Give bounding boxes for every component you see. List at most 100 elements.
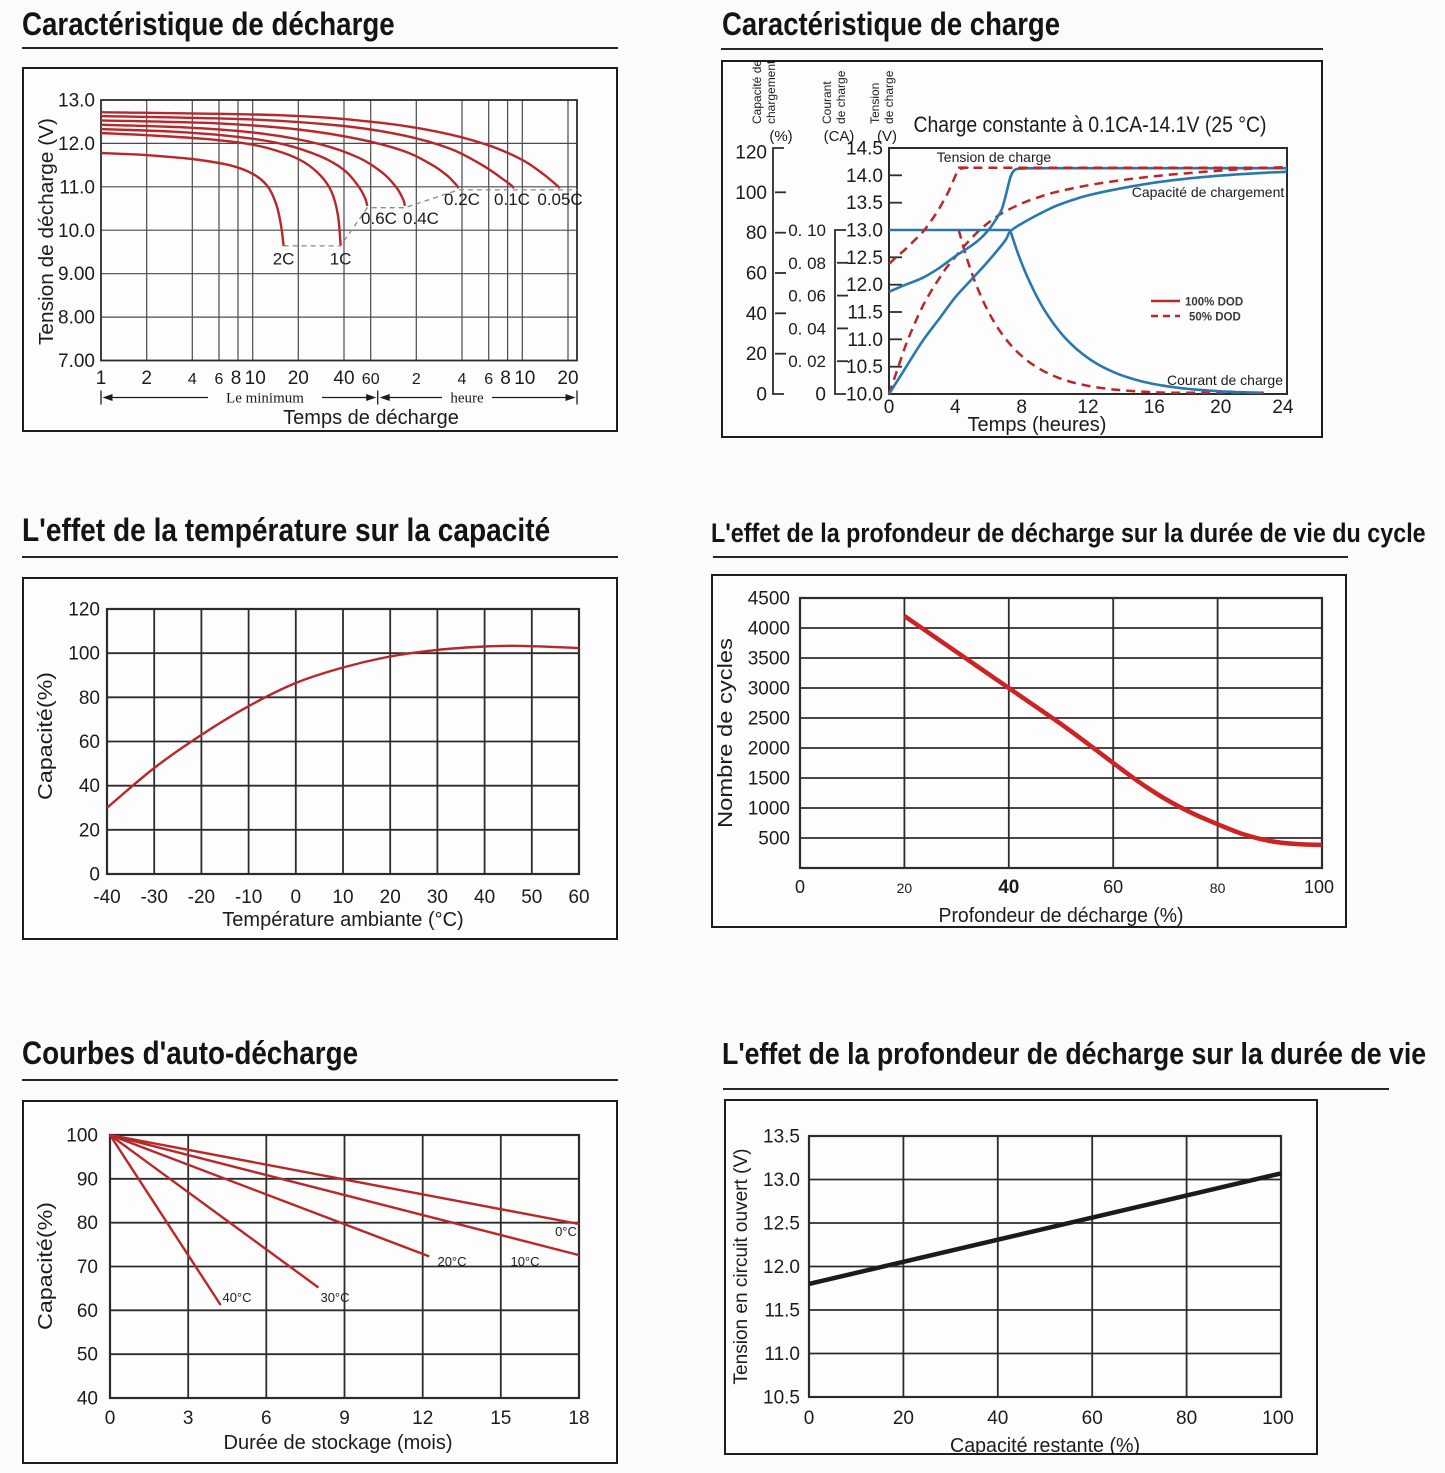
svg-text:6: 6 (484, 371, 493, 388)
svg-text:60: 60 (362, 371, 380, 388)
svg-text:Profondeur de décharge (%): Profondeur de décharge (%) (939, 905, 1184, 927)
svg-text:60: 60 (1082, 1408, 1103, 1429)
svg-text:40: 40 (987, 1408, 1008, 1429)
svg-text:100: 100 (1262, 1408, 1294, 1429)
svg-text:0. 06: 0. 06 (788, 287, 826, 306)
svg-text:Le minimum: Le minimum (226, 391, 304, 407)
svg-text:20: 20 (893, 1408, 914, 1429)
svg-text:0: 0 (291, 887, 302, 908)
svg-text:50% DOD: 50% DOD (1189, 312, 1241, 324)
svg-text:40: 40 (998, 877, 1019, 898)
svg-text:-40: -40 (93, 887, 120, 908)
svg-text:4: 4 (188, 371, 197, 388)
svg-text:13.0: 13.0 (763, 1170, 800, 1191)
svg-text:Tension de décharge (V): Tension de décharge (V) (36, 118, 58, 345)
svg-text:3500: 3500 (748, 649, 790, 670)
svg-text:Température ambiante (°C): Température ambiante (°C) (222, 909, 463, 931)
svg-text:2: 2 (141, 368, 152, 389)
svg-text:Capacité de: Capacité de (750, 60, 764, 124)
svg-text:Courant: Courant (820, 81, 834, 124)
svg-text:0: 0 (804, 1408, 815, 1429)
svg-text:40: 40 (746, 304, 767, 325)
svg-text:1C: 1C (330, 250, 352, 269)
svg-text:80: 80 (79, 688, 100, 709)
svg-text:0: 0 (884, 397, 895, 418)
svg-text:12.0: 12.0 (846, 275, 883, 296)
svg-text:11.0: 11.0 (59, 177, 95, 198)
svg-text:120: 120 (735, 143, 767, 164)
svg-text:40: 40 (474, 887, 495, 908)
svg-text:18: 18 (568, 1408, 589, 1429)
svg-text:0.1C: 0.1C (494, 190, 530, 209)
svg-text:2500: 2500 (748, 709, 790, 730)
svg-text:3000: 3000 (748, 679, 790, 700)
svg-text:60: 60 (1103, 877, 1123, 897)
svg-text:(CA): (CA) (824, 128, 855, 145)
svg-text:100: 100 (66, 1126, 98, 1147)
svg-text:10.5: 10.5 (846, 357, 883, 378)
svg-text:40: 40 (77, 1389, 98, 1410)
svg-text:Temps (heures): Temps (heures) (968, 414, 1107, 436)
svg-text:12.0: 12.0 (58, 134, 95, 155)
svg-text:Tension de charge: Tension de charge (937, 149, 1052, 165)
svg-text:Capacité de chargement: Capacité de chargement (1132, 184, 1285, 200)
svg-text:12.5: 12.5 (763, 1214, 800, 1235)
svg-text:6: 6 (215, 371, 224, 388)
svg-text:12: 12 (1077, 397, 1098, 418)
svg-text:0: 0 (89, 865, 100, 886)
svg-text:13.5: 13.5 (763, 1127, 800, 1148)
svg-text:0.6C: 0.6C (361, 209, 397, 228)
svg-text:Tension en circuit ouvert (V): Tension en circuit ouvert (V) (731, 1149, 752, 1385)
svg-text:9: 9 (339, 1408, 350, 1429)
svg-text:13.5: 13.5 (846, 193, 883, 214)
svg-text:4000: 4000 (748, 619, 790, 640)
svg-text:-30: -30 (140, 887, 167, 908)
svg-text:0. 04: 0. 04 (788, 319, 826, 338)
svg-text:15: 15 (490, 1408, 511, 1429)
svg-text:10: 10 (245, 368, 266, 389)
svg-text:0. 02: 0. 02 (788, 352, 826, 371)
svg-text:Temps de décharge: Temps de décharge (283, 407, 459, 429)
svg-text:100: 100 (1304, 877, 1334, 897)
svg-text:8: 8 (231, 368, 242, 389)
svg-text:30: 30 (427, 887, 448, 908)
svg-text:13.0: 13.0 (58, 91, 95, 112)
svg-text:10: 10 (514, 368, 535, 389)
svg-text:12: 12 (412, 1408, 433, 1429)
svg-text:50: 50 (521, 887, 542, 908)
svg-text:0: 0 (105, 1408, 116, 1429)
svg-text:24: 24 (1272, 397, 1294, 418)
svg-text:20: 20 (79, 820, 100, 841)
svg-text:0: 0 (815, 385, 826, 406)
svg-text:de charge: de charge (882, 70, 896, 124)
svg-text:40°C: 40°C (222, 1290, 251, 1305)
svg-text:60: 60 (77, 1301, 98, 1322)
svg-text:3: 3 (183, 1408, 194, 1429)
svg-text:6: 6 (261, 1408, 272, 1429)
svg-text:12.5: 12.5 (846, 248, 883, 269)
svg-text:70: 70 (77, 1257, 98, 1278)
svg-text:120: 120 (68, 600, 100, 621)
svg-text:0. 10: 0. 10 (788, 221, 826, 240)
svg-text:-10: -10 (235, 887, 262, 908)
svg-text:Capacité(%): Capacité(%) (35, 1202, 57, 1330)
svg-text:4: 4 (458, 371, 467, 388)
svg-text:0: 0 (756, 385, 767, 406)
svg-text:4: 4 (950, 397, 961, 418)
svg-text:10.0: 10.0 (58, 221, 95, 242)
svg-text:10°C: 10°C (510, 1254, 539, 1269)
svg-text:14.5: 14.5 (846, 139, 883, 160)
svg-text:10.0: 10.0 (846, 385, 883, 406)
svg-text:11.0: 11.0 (847, 330, 883, 351)
svg-text:11.5: 11.5 (764, 1301, 800, 1322)
svg-text:16: 16 (1144, 397, 1165, 418)
svg-text:100: 100 (68, 644, 100, 665)
svg-text:60: 60 (79, 732, 100, 753)
svg-text:2000: 2000 (748, 739, 790, 760)
svg-text:4500: 4500 (748, 589, 790, 610)
svg-text:0: 0 (795, 877, 805, 897)
svg-text:60: 60 (746, 264, 767, 285)
svg-text:1: 1 (96, 368, 107, 389)
svg-text:40: 40 (333, 368, 354, 389)
svg-text:14.0: 14.0 (846, 166, 883, 187)
